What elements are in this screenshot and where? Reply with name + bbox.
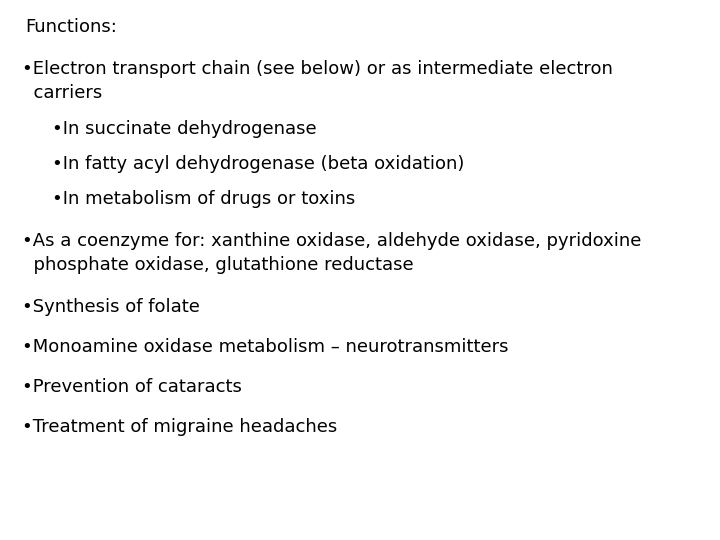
Text: Functions:: Functions: [25,18,117,36]
Text: •Prevention of cataracts: •Prevention of cataracts [22,378,242,396]
Text: •Synthesis of folate: •Synthesis of folate [22,298,200,316]
Text: carriers: carriers [22,84,102,102]
Text: •Monoamine oxidase metabolism – neurotransmitters: •Monoamine oxidase metabolism – neurotra… [22,338,508,356]
Text: •Treatment of migraine headaches: •Treatment of migraine headaches [22,418,337,436]
Text: •As a coenzyme for: xanthine oxidase, aldehyde oxidase, pyridoxine: •As a coenzyme for: xanthine oxidase, al… [22,232,642,250]
Text: •In fatty acyl dehydrogenase (beta oxidation): •In fatty acyl dehydrogenase (beta oxida… [52,155,464,173]
Text: •Electron transport chain (see below) or as intermediate electron: •Electron transport chain (see below) or… [22,60,613,78]
Text: phosphate oxidase, glutathione reductase: phosphate oxidase, glutathione reductase [22,256,413,274]
Text: •In metabolism of drugs or toxins: •In metabolism of drugs or toxins [52,190,355,208]
Text: •In succinate dehydrogenase: •In succinate dehydrogenase [52,120,317,138]
